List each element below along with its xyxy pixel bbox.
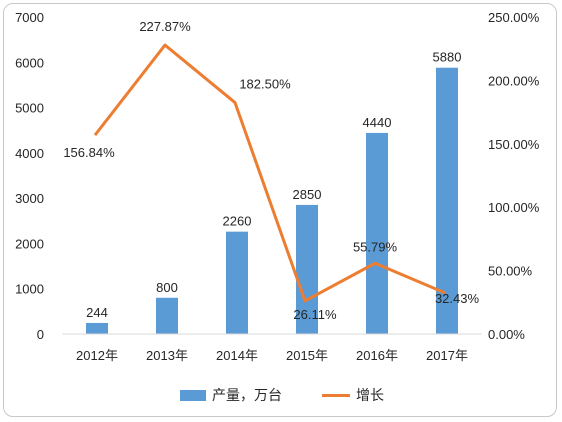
line-data-label: 55.79%	[353, 239, 398, 254]
bar	[226, 231, 248, 334]
bar	[436, 67, 458, 334]
legend-bar-label: 产量，万台	[212, 387, 282, 403]
growth-line	[93, 43, 446, 303]
bar-data-label: 2850	[293, 187, 322, 202]
right-axis-tick-label: 0.00%	[488, 327, 525, 342]
x-axis-ticks: 2012年 2013年 2014年 2015年 2016年 2017年	[76, 348, 468, 363]
right-axis-ticks: 0.00% 50.00% 100.00% 150.00% 200.00% 250.00%	[488, 10, 540, 342]
right-axis-tick-label: 150.00%	[488, 137, 540, 152]
x-axis-tick-label: 2012年	[76, 348, 118, 363]
line-data-label: 26.11%	[293, 307, 337, 322]
bar-series	[86, 67, 458, 334]
left-axis-tick-label: 6000	[15, 55, 44, 70]
left-axis-tick-label: 1000	[15, 282, 44, 297]
left-axis-tick-label: 5000	[15, 101, 44, 116]
bar-data-label: 800	[156, 280, 178, 295]
bar-data-label: 244	[86, 305, 108, 320]
line-data-label: 227.87%	[139, 19, 191, 34]
bar-data-labels: 244 800 2260 2850 4440 5880	[86, 50, 461, 320]
x-axis-tick-label: 2015年	[286, 348, 328, 363]
right-axis-tick-label: 200.00%	[488, 73, 540, 88]
legend: 产量，万台 增长	[180, 387, 384, 403]
line-data-label: 32.43%	[435, 291, 480, 306]
right-axis-tick-label: 50.00%	[488, 264, 533, 279]
bar-data-label: 4440	[363, 115, 392, 130]
bar	[86, 322, 108, 334]
bar	[366, 132, 388, 334]
line-data-label: 182.50%	[239, 77, 291, 92]
right-axis-tick-label: 100.00%	[488, 200, 540, 215]
left-axis-tick-label: 0	[37, 327, 44, 342]
x-axis-tick-label: 2013年	[146, 348, 188, 363]
legend-line-label: 增长	[356, 387, 384, 403]
line-data-labels: 156.84% 227.87% 182.50% 26.11% 55.79% 32.43%	[63, 19, 479, 322]
left-axis-tick-label: 4000	[15, 146, 44, 161]
line-data-label: 156.84%	[63, 145, 115, 160]
x-axis-tick-label: 2017年	[426, 348, 468, 363]
bar	[156, 297, 178, 334]
bar	[296, 204, 318, 334]
left-axis-tick-label: 2000	[15, 236, 44, 251]
legend-bar-swatch	[180, 390, 206, 401]
right-axis-tick-label: 250.00%	[488, 10, 540, 25]
line-series	[93, 43, 446, 303]
left-axis-ticks: 0 1000 2000 3000 4000 5000 6000 7000	[15, 10, 44, 342]
left-axis-tick-label: 7000	[15, 10, 44, 25]
chart-frame	[3, 3, 557, 417]
x-axis-tick-label: 2014年	[216, 348, 258, 363]
x-axis-tick-label: 2016年	[356, 348, 398, 363]
left-axis-tick-label: 3000	[15, 191, 44, 206]
bar-data-label: 5880	[433, 50, 462, 65]
bar-data-label: 2260	[223, 214, 252, 229]
